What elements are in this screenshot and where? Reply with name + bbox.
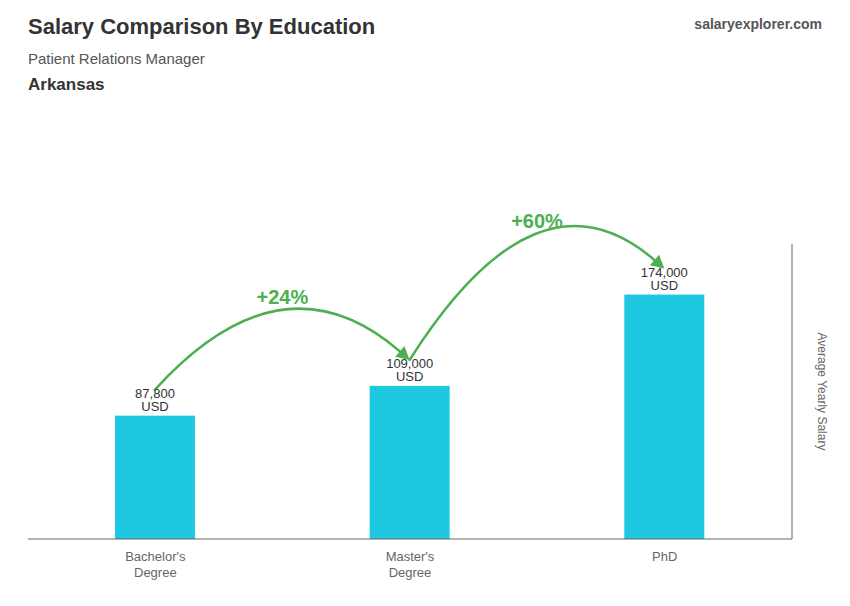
svg-text:+24%: +24% xyxy=(256,286,308,308)
svg-text:PhD: PhD xyxy=(652,549,677,564)
svg-text:87,800USD: 87,800USD xyxy=(135,386,175,414)
svg-text:Bachelor'sDegree: Bachelor'sDegree xyxy=(125,549,186,580)
svg-text:174,000USD: 174,000USD xyxy=(641,265,688,293)
svg-text:109,000USD: 109,000USD xyxy=(386,356,433,384)
svg-text:Master'sDegree: Master'sDegree xyxy=(386,549,435,580)
html-text:Arkansas: Arkansas xyxy=(28,75,105,94)
html-text:salaryexplorer.com: salaryexplorer.com xyxy=(694,16,822,32)
html-text:Salary Comparison By Education: Salary Comparison By Education xyxy=(28,14,376,39)
html-text:Patient Relations Manager: Patient Relations Manager xyxy=(28,50,205,67)
svg-text:+60%: +60% xyxy=(511,210,563,232)
svg-text:Average Yearly Salary: Average Yearly Salary xyxy=(815,333,829,451)
